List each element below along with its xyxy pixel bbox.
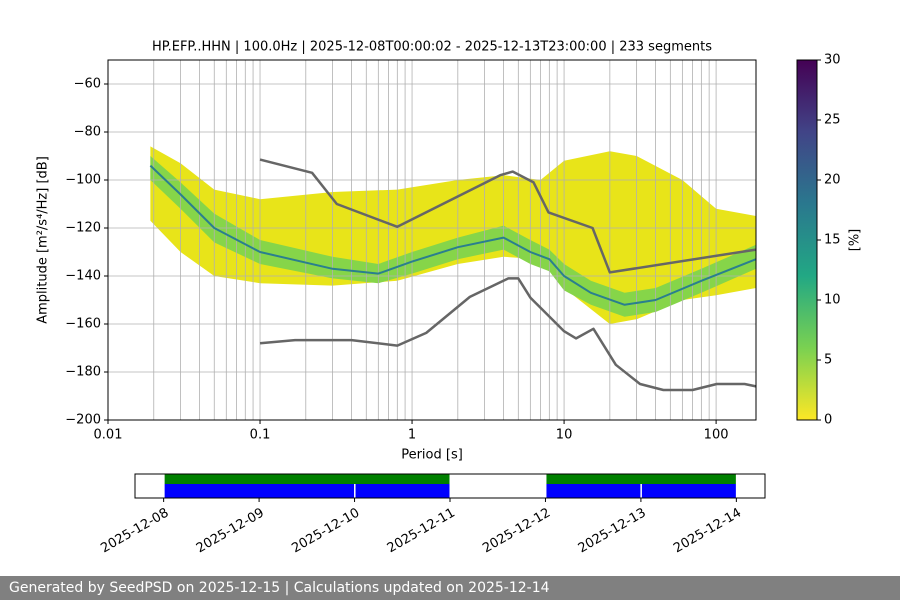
colorbar-tick-label: 20 bbox=[824, 173, 841, 188]
x-tick-label: 2025-12-13 bbox=[576, 506, 649, 557]
colorbar-tick-label: 25 bbox=[824, 113, 841, 128]
x-tick-label: 100 bbox=[704, 428, 729, 443]
coverage-segment bbox=[164, 474, 450, 484]
x-tick-label: 2025-12-10 bbox=[289, 506, 362, 557]
coverage-segment bbox=[546, 474, 736, 484]
colorbar-tick-label: 10 bbox=[824, 293, 841, 308]
y-tick-label: −200 bbox=[65, 413, 101, 428]
coverage-segment bbox=[164, 484, 355, 498]
y-tick-label: −140 bbox=[65, 269, 101, 284]
y-axis-label: Amplitude [m²/s⁴/Hz] [dB] bbox=[36, 156, 51, 324]
y-tick-label: −60 bbox=[74, 77, 101, 92]
colorbar-tick-label: 0 bbox=[824, 413, 832, 428]
y-tick-label: −80 bbox=[74, 125, 101, 140]
line bbox=[259, 158, 757, 274]
chart-title: HP.EFP..HHN | 100.0Hz | 2025-12-08T00:00… bbox=[152, 40, 712, 55]
x-tick-label: 0.01 bbox=[94, 428, 123, 443]
x-tick-label: 2025-12-11 bbox=[385, 506, 458, 557]
colorbar-label: [%] bbox=[848, 229, 863, 252]
y-tick-label: −160 bbox=[65, 317, 101, 332]
coverage-segment bbox=[546, 484, 641, 498]
x-axis-label: Period [s] bbox=[401, 448, 463, 463]
coverage-segment bbox=[641, 484, 736, 498]
x-tick-label: 2025-12-08 bbox=[98, 506, 171, 557]
y-tick-label: −100 bbox=[65, 173, 101, 188]
colorbar-tick-label: 15 bbox=[824, 233, 841, 248]
plot-frame bbox=[107, 59, 757, 421]
footer: Generated by SeedPSD on 2025-12-15 | Cal… bbox=[0, 576, 900, 600]
coverage-segment bbox=[355, 484, 450, 498]
density-band bbox=[150, 146, 757, 324]
y-tick-label: −120 bbox=[65, 221, 101, 236]
chart: HP.EFP..HHN | 100.0Hz | 2025-12-08T00:00… bbox=[36, 40, 863, 557]
x-tick-label: 2025-12-14 bbox=[671, 506, 744, 557]
colorbar-tick-label: 5 bbox=[824, 353, 832, 368]
line bbox=[259, 277, 757, 392]
y-tick-label: −180 bbox=[65, 365, 101, 380]
x-tick-label: 0.1 bbox=[250, 428, 271, 443]
colorbar-tick-label: 30 bbox=[824, 53, 841, 68]
line bbox=[149, 164, 757, 306]
x-tick-label: 1 bbox=[408, 428, 416, 443]
x-tick-label: 10 bbox=[556, 428, 573, 443]
x-tick-label: 2025-12-12 bbox=[480, 506, 553, 557]
x-tick-label: 2025-12-09 bbox=[194, 506, 267, 557]
colorbar bbox=[796, 59, 818, 421]
